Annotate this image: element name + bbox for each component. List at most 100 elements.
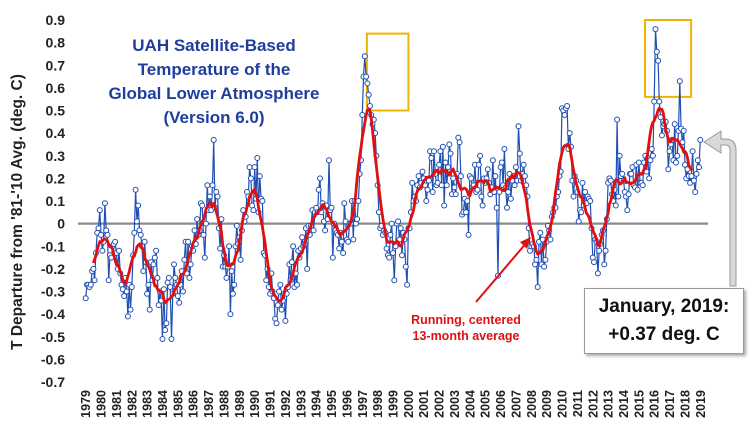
monthly-point bbox=[696, 164, 702, 171]
x-tick-label: 1999 bbox=[387, 390, 401, 418]
monthly-point bbox=[140, 268, 147, 275]
y-tick-label: 0.7 bbox=[46, 57, 66, 73]
running-mean-arrow bbox=[475, 237, 531, 303]
monthly-point bbox=[468, 175, 475, 182]
monthly-point bbox=[578, 209, 585, 216]
monthly-point bbox=[200, 231, 207, 238]
monthly-point bbox=[665, 166, 672, 173]
running-mean-label-line-1: Running, centered bbox=[411, 313, 521, 327]
y-tick-label: -0.1 bbox=[41, 238, 65, 254]
monthly-point bbox=[124, 313, 131, 320]
monthly-point bbox=[498, 159, 505, 166]
monthly-point bbox=[397, 225, 404, 232]
x-tick-label: 2009 bbox=[540, 390, 554, 418]
monthly-point bbox=[680, 127, 687, 134]
x-tick-label: 1987 bbox=[202, 390, 216, 418]
x-tick-label: 2008 bbox=[525, 390, 539, 418]
monthly-point bbox=[340, 250, 347, 256]
monthly-point bbox=[387, 231, 394, 238]
monthly-point bbox=[273, 320, 280, 327]
x-tick-label: 1986 bbox=[187, 390, 201, 418]
monthly-point bbox=[199, 202, 206, 209]
chart-title-line-3: Global Lower Atmosphere bbox=[109, 84, 320, 103]
monthly-point bbox=[653, 48, 660, 55]
monthly-point bbox=[168, 336, 175, 342]
monthly-point bbox=[194, 216, 201, 223]
monthly-point bbox=[304, 265, 311, 272]
monthly-point bbox=[425, 177, 432, 184]
monthly-point bbox=[436, 161, 443, 168]
monthly-point bbox=[479, 202, 486, 209]
x-tick-label: 2012 bbox=[586, 390, 600, 418]
monthly-point bbox=[649, 152, 656, 159]
x-tick-label: 2015 bbox=[632, 390, 646, 418]
monthly-point bbox=[259, 198, 266, 204]
monthly-point bbox=[409, 179, 416, 186]
y-tick-label: 0.2 bbox=[46, 170, 66, 186]
monthly-point bbox=[437, 148, 444, 155]
y-tick-label: 0.6 bbox=[46, 80, 66, 96]
monthly-point bbox=[464, 198, 471, 204]
monthly-point bbox=[697, 136, 704, 143]
monthly-point bbox=[228, 268, 235, 275]
monthly-point bbox=[658, 132, 665, 139]
monthly-point bbox=[457, 173, 464, 180]
monthly-point bbox=[484, 166, 491, 173]
monthly-point bbox=[104, 231, 111, 238]
monthly-point bbox=[315, 186, 322, 193]
monthly-point bbox=[624, 207, 631, 214]
monthly-point bbox=[504, 204, 510, 211]
x-tick-label: 1989 bbox=[233, 390, 247, 418]
monthly-point bbox=[206, 193, 213, 200]
monthly-point bbox=[251, 164, 258, 171]
monthly-point bbox=[365, 91, 372, 98]
monthly-point bbox=[429, 189, 436, 195]
monthly-point bbox=[541, 263, 548, 270]
y-tick-label: 0.1 bbox=[46, 193, 66, 209]
y-tick-label: 0.9 bbox=[46, 12, 66, 28]
monthly-point bbox=[153, 247, 160, 254]
monthly-point bbox=[137, 231, 144, 238]
monthly-point bbox=[87, 281, 94, 288]
monthly-point bbox=[674, 152, 681, 159]
running-mean-label: Running, centered 13-month average bbox=[411, 313, 521, 343]
monthly-point bbox=[121, 293, 128, 299]
monthly-point bbox=[274, 302, 281, 309]
monthly-point bbox=[582, 189, 589, 195]
monthly-point bbox=[451, 184, 458, 191]
monthly-point bbox=[477, 152, 484, 159]
x-tick-label: 1993 bbox=[294, 390, 308, 418]
monthly-point bbox=[694, 157, 701, 164]
x-tick-label: 2019 bbox=[694, 390, 708, 418]
monthly-point bbox=[625, 191, 632, 198]
monthly-point bbox=[612, 202, 619, 209]
x-tick-label: 1994 bbox=[310, 390, 324, 418]
monthly-point bbox=[171, 261, 177, 268]
x-tick-label: 1980 bbox=[95, 390, 109, 418]
monthly-point bbox=[402, 263, 409, 270]
monthly-point bbox=[648, 146, 655, 152]
monthly-point bbox=[336, 245, 343, 252]
running-mean-line bbox=[92, 106, 694, 305]
monthly-point bbox=[474, 186, 481, 193]
monthly-point bbox=[383, 245, 390, 252]
chart-title-line-4: (Version 6.0) bbox=[163, 108, 264, 127]
monthly-point bbox=[201, 254, 208, 261]
monthly-point bbox=[533, 256, 540, 263]
monthly-point bbox=[652, 26, 659, 33]
monthly-point bbox=[386, 254, 393, 261]
monthly-point bbox=[445, 164, 452, 171]
monthly-point bbox=[95, 225, 102, 232]
monthly-point bbox=[359, 112, 366, 118]
monthly-point bbox=[317, 175, 323, 182]
monthly-point bbox=[256, 173, 263, 180]
monthly-point bbox=[673, 159, 679, 166]
monthly-point bbox=[511, 182, 518, 189]
monthly-point bbox=[690, 177, 697, 184]
callout-line-1: January, 2019: bbox=[598, 296, 730, 317]
monthly-point bbox=[591, 259, 597, 266]
x-tick-label: 1995 bbox=[325, 390, 339, 418]
monthly-point bbox=[424, 186, 431, 193]
monthly-point bbox=[167, 284, 174, 290]
